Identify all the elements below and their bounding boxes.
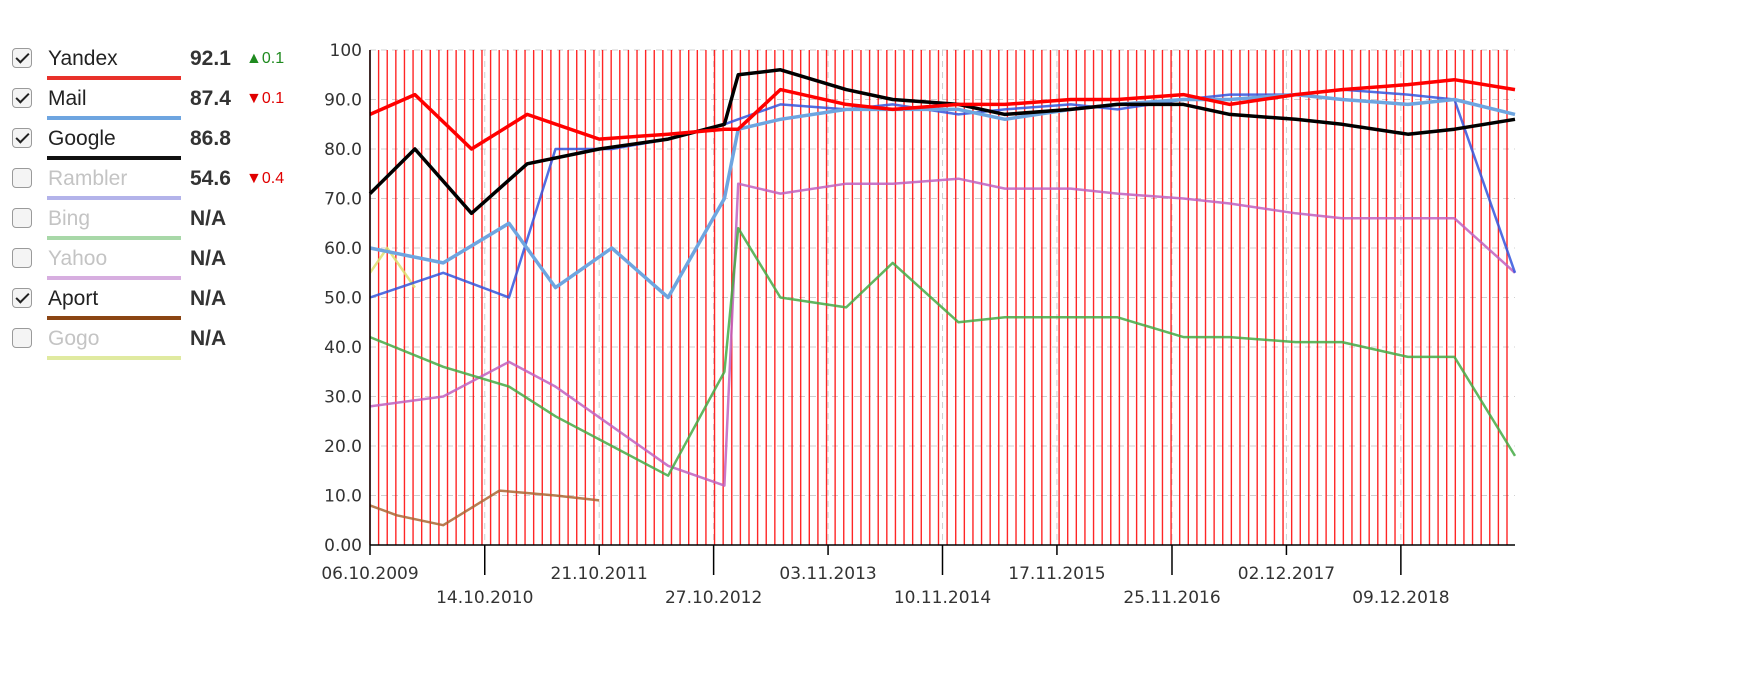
y-tick-label: 80.0 (324, 140, 362, 160)
legend-label-yandex: Yandex (48, 47, 118, 70)
legend-label-mail: Mail (48, 87, 87, 110)
legend-item-google: Google 86.8 (8, 124, 308, 164)
x-tick-label: 09.12.2018 (1352, 588, 1449, 608)
trend-down-icon: ▼ (246, 170, 262, 187)
series-line-google (368, 68, 1516, 216)
x-tick-label: 14.10.2010 (436, 588, 533, 608)
legend-value-rambler: 54.6 (190, 167, 231, 190)
legend-item-gogo: Gogo N/A (8, 324, 308, 364)
x-tick-label: 21.10.2011 (551, 564, 648, 584)
legend-value-google: 86.8 (190, 127, 231, 150)
delta-value: 0.1 (261, 50, 285, 67)
legend-label-gogo: Gogo (48, 327, 100, 350)
trend-up-icon: ▲ (246, 50, 262, 67)
delta-value: 0.1 (261, 90, 285, 107)
legend-item-yandex: Yandex 92.1 ▲0.1 (8, 44, 308, 84)
series-line-yahoo (369, 177, 1516, 487)
x-tick-label: 25.11.2016 (1123, 588, 1220, 608)
series-legend: Yandex 92.1 ▲0.1 Mail 87.4 ▼0.1 Google 86.8 Ramb… (8, 44, 308, 364)
checkbox-bing[interactable] (12, 208, 32, 228)
series-line-mail (369, 92, 1516, 300)
checkbox-yahoo[interactable] (12, 248, 32, 268)
legend-item-rambler: Rambler 54.6 ▼0.4 (8, 164, 308, 204)
checkbox-google[interactable] (12, 128, 32, 148)
y-tick-label: 60.0 (324, 239, 362, 259)
legend-swatch-yahoo (47, 276, 181, 280)
series-line-gogo (368, 246, 416, 289)
legend-value-mail: 87.4 (190, 87, 231, 110)
legend-label-yahoo: Yahoo (48, 247, 108, 270)
legend-delta-yandex: ▲0.1 (246, 50, 284, 68)
checkbox-aport[interactable] (12, 288, 32, 308)
x-tick-label: 10.11.2014 (894, 588, 991, 608)
legend-swatch-yandex (47, 76, 181, 80)
x-tick-label: 17.11.2015 (1008, 564, 1105, 584)
checkbox-gogo[interactable] (12, 328, 32, 348)
legend-item-aport: Aport N/A (8, 284, 308, 324)
axes: 0.00 10.0 20.0 30.0 40.0 50.0 60.0 70.0 80.0 90.0… (321, 41, 1515, 608)
delta-value: 0.4 (261, 170, 285, 187)
series-line-aport (369, 489, 600, 527)
checkbox-mail[interactable] (12, 88, 32, 108)
legend-swatch-aport (47, 316, 181, 320)
series-line-yandex (369, 77, 1516, 151)
legend-swatch-google (47, 156, 181, 160)
legend-label-aport: Aport (48, 287, 99, 310)
legend-swatch-mail (47, 116, 181, 120)
x-tick-label: 03.11.2013 (779, 564, 876, 584)
legend-value-gogo: N/A (190, 327, 227, 350)
checkbox-rambler[interactable] (12, 168, 32, 188)
legend-swatch-bing (47, 236, 181, 240)
legend-value-yandex: 92.1 (190, 47, 231, 70)
x-tick-label: 02.12.2017 (1238, 564, 1335, 584)
y-tick-label: 50.0 (324, 289, 362, 309)
legend-item-bing: Bing N/A (8, 204, 308, 244)
legend-delta-mail: ▼0.1 (246, 90, 284, 108)
legend-value-yahoo: N/A (190, 247, 227, 270)
y-tick-label: 100 (330, 41, 362, 61)
y-tick-label: 30.0 (324, 388, 362, 408)
y-tick-label: 40.0 (324, 338, 362, 358)
y-tick-label: 90.0 (324, 91, 362, 111)
checkbox-yandex[interactable] (12, 48, 32, 68)
x-tick-label: 27.10.2012 (665, 588, 762, 608)
y-tick-label: 10.0 (324, 487, 362, 507)
legend-label-rambler: Rambler (48, 167, 128, 190)
y-tick-label: 0.00 (324, 536, 362, 556)
x-tick-label: 06.10.2009 (321, 564, 418, 584)
legend-delta-rambler: ▼0.4 (246, 170, 284, 188)
y-tick-label: 70.0 (324, 190, 362, 210)
legend-item-mail: Mail 87.4 ▼0.1 (8, 84, 308, 124)
legend-value-bing: N/A (190, 207, 227, 230)
legend-value-aport: N/A (190, 287, 227, 310)
legend-swatch-gogo (47, 356, 181, 360)
y-tick-label: 20.0 (324, 437, 362, 457)
legend-swatch-rambler (47, 196, 181, 200)
trend-down-icon: ▼ (246, 90, 262, 107)
legend-label-google: Google (48, 127, 116, 150)
legend-item-yahoo: Yahoo N/A (8, 244, 308, 284)
series-line-bing (369, 226, 1517, 477)
legend-label-bing: Bing (48, 207, 91, 230)
series-lines (368, 68, 1517, 527)
